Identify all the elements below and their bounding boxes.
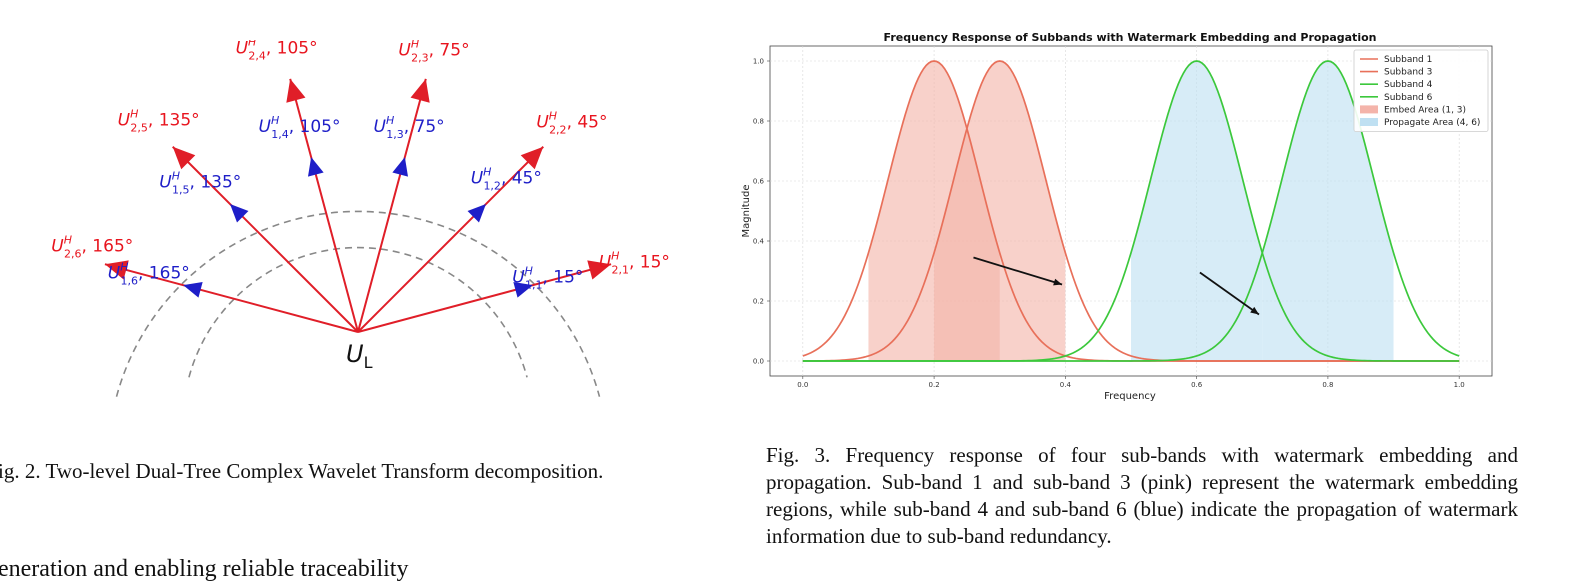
annotation-arrow-head-1 [1053, 278, 1063, 286]
inner-label-1-3: UH 1,3, 75° [374, 114, 445, 141]
y-tick-label: 0.6 [753, 178, 765, 186]
x-tick-label: 0.2 [929, 381, 940, 389]
inner-arrowhead-1-2 [467, 204, 486, 223]
legend-entry: Subband 4 [1384, 80, 1433, 90]
inner-label-1-1: UH 1,1, 15° [512, 264, 583, 291]
chart-title: Frequency Response of Subbands with Wate… [884, 31, 1377, 44]
outer-arrowhead-2-2 [520, 146, 544, 170]
inner-label-1-5: UH 1,5, 135° [159, 169, 241, 196]
inner-arrowhead-1-4 [307, 157, 324, 177]
body-text-fragment: eneration and enabling reliable traceabi… [0, 556, 409, 582]
x-tick-label: 0.6 [1191, 381, 1203, 389]
outer-label-2-5: UH 2,5, 135° [118, 108, 200, 135]
fig2-caption: ig. 2. Two-level Dual-Tree Complex Wavel… [0, 459, 604, 483]
x-tick-label: 0.4 [1060, 381, 1072, 389]
inner-arrowhead-1-6 [183, 281, 203, 298]
outer-label-2-3: UH 2,3, 75° [398, 40, 469, 64]
y-tick-label: 1.0 [753, 58, 764, 66]
inner-arrowhead-1-3 [392, 157, 409, 177]
inner-arrowhead-1-5 [230, 204, 249, 223]
legend-entry: Embed Area (1, 3) [1384, 105, 1466, 115]
fig3-chart: 0.0 0.2 0.4 0.6 0.8 1.0 0.0 0.2 0.4 0.6 0.8 1.0 Fre… [741, 31, 1493, 402]
outer-label-2-1: UH 2,1, 15° [599, 250, 670, 277]
inner-arrowhead-1-1 [513, 281, 533, 298]
filled-areas [868, 61, 1394, 361]
legend-entry: Subband 6 [1384, 93, 1433, 103]
fig3-caption: Fig. 3. Frequency response of four sub-b… [766, 443, 1518, 548]
annotation-arrows [973, 256, 1260, 316]
y-tick-label: 0.0 [753, 358, 764, 366]
annotation-arrow-head-2 [1250, 306, 1259, 315]
annotation-arrow-shaft-2 [1199, 271, 1260, 316]
series-line-2 [802, 60, 1460, 362]
y-tick-label: 0.4 [753, 238, 765, 246]
y-tick-label: 0.8 [753, 118, 764, 126]
series-line-4 [802, 60, 1460, 362]
fig2-vectors [104, 78, 612, 333]
legend-entry: Propagate Area (4, 6) [1384, 118, 1480, 128]
outer-arrowhead-2-4 [286, 78, 306, 103]
outer-vector-2-1 [357, 263, 612, 333]
legend-box [1353, 49, 1489, 132]
inner-label-1-2: UH 1,2, 45° [471, 165, 542, 192]
legend-swatch-patch [1360, 105, 1378, 114]
outer-vector-2-3 [357, 78, 427, 333]
x-tick-label: 0.0 [797, 381, 808, 389]
outer-arrowhead-2-3 [410, 78, 430, 103]
legend-swatch-patch [1360, 118, 1378, 126]
fig2-labels: UH 2,1, 15° UH 2,2, 45° UH 2,3, 75° UH 2,4, 105… [51, 40, 670, 291]
x-tick-label: 1.0 [1454, 381, 1465, 389]
fig2-diagram: UH 2,1, 15° UH 2,2, 45° UH 2,3, 75° UH 2,4, 105… [51, 40, 670, 397]
area-fill-1-2 [934, 61, 1066, 361]
outer-vector-2-4 [289, 78, 359, 333]
legend-entry: Subband 3 [1384, 68, 1432, 78]
outer-arrowhead-2-6 [104, 260, 129, 280]
y-axis-label: Magnitude [741, 185, 752, 238]
outer-dashed-circle [115, 210, 601, 397]
outer-arrowhead-2-5 [172, 146, 196, 170]
outer-vector-2-6 [104, 263, 359, 333]
legend: Subband 1 Subband 3 Subband 4 Subband 6 Embe… [1353, 49, 1489, 132]
inner-dashed-circle [188, 246, 528, 378]
outer-label-2-4: UH 2,4, 105° [236, 40, 318, 62]
area-fill-2-1 [1131, 61, 1263, 361]
series-lines [802, 60, 1460, 362]
inner-label-1-6: UH 1,6, 165° [108, 260, 190, 287]
center-label-ul: UL [346, 340, 373, 372]
x-tick-label: 0.8 [1322, 381, 1333, 389]
annotation-arrow-shaft-1 [973, 256, 1063, 286]
legend-entry: Subband 1 [1384, 55, 1432, 65]
outer-label-2-6: UH 2,6, 165° [51, 234, 133, 261]
y-tick-label: 0.2 [753, 298, 764, 306]
area-fill-2-2 [1262, 61, 1394, 361]
inner-label-1-4: UH 1,4, 105° [258, 114, 340, 141]
outer-vector-2-2 [357, 146, 544, 333]
outer-arrowhead-2-1 [587, 260, 612, 280]
fig2-circles [115, 210, 601, 397]
x-axis-label: Frequency [1104, 391, 1156, 402]
outer-label-2-2: UH 2,2, 45° [536, 110, 607, 137]
outer-vector-2-5 [172, 146, 359, 333]
tick-labels: 0.0 0.2 0.4 0.6 0.8 1.0 0.0 0.2 0.4 0.6 0.8 1.0 [753, 58, 1465, 390]
